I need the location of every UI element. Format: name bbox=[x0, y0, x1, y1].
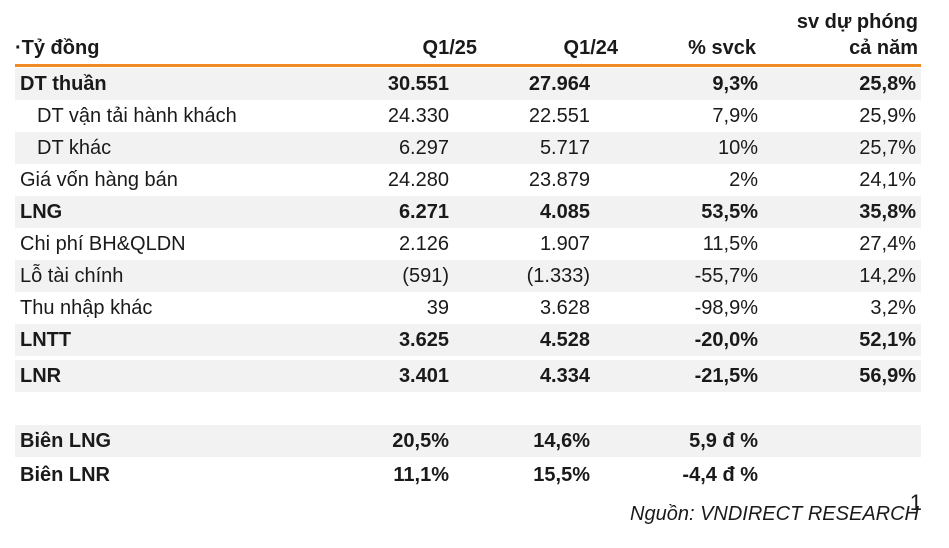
row-label: LNTT bbox=[20, 329, 72, 351]
cell-q1-25: 6.271 bbox=[398, 201, 449, 223]
cell-yoy: 9,3% bbox=[712, 73, 758, 95]
cell-yoy: -4,4 đ % bbox=[682, 464, 758, 486]
cell-fy: 24,1% bbox=[859, 169, 916, 191]
cell-q1-25: 11,1% bbox=[393, 464, 449, 486]
cell-yoy: -21,5% bbox=[694, 365, 758, 387]
table-row: DT vận tải hành khách 24.330 22.551 7,9%… bbox=[15, 100, 921, 132]
row-label: Chi phí BH&QLDN bbox=[20, 233, 186, 255]
row-label: LNG bbox=[20, 201, 63, 223]
cell-q1-24: 27.964 bbox=[528, 73, 590, 95]
table-row: Biên LNG 20,5% 14,6% 5,9 đ % bbox=[15, 425, 921, 457]
cell-q1-25: 2.126 bbox=[398, 233, 449, 255]
cell-yoy: 10% bbox=[717, 137, 758, 159]
cell-q1-24: 4.085 bbox=[539, 201, 590, 223]
cell-fy: 52,1% bbox=[859, 329, 916, 351]
table-row: Biên LNR 11,1% 15,5% -4,4 đ % bbox=[15, 459, 921, 491]
column-header-yoy: % svck bbox=[688, 37, 756, 59]
cell-q1-25: 3.401 bbox=[398, 365, 449, 387]
cell-fy: 25,7% bbox=[859, 137, 916, 159]
cell-fy: 56,9% bbox=[859, 365, 916, 387]
cell-fy: 25,9% bbox=[859, 105, 916, 127]
cell-q1-25: 6.297 bbox=[398, 137, 449, 159]
cell-q1-25: 24.280 bbox=[387, 169, 449, 191]
cell-q1-24: 4.528 bbox=[539, 329, 590, 351]
row-label: Lỗ tài chính bbox=[20, 265, 124, 287]
table-row: Lỗ tài chính (591) (1.333) -55,7% 14,2% bbox=[15, 260, 921, 292]
column-header-fy-line2: cả năm bbox=[849, 37, 918, 59]
cell-q1-24: 23.879 bbox=[528, 169, 590, 191]
table-row: LNTT 3.625 4.528 -20,0% 52,1% bbox=[15, 324, 921, 356]
table-row: Chi phí BH&QLDN 2.126 1.907 11,5% 27,4% bbox=[15, 228, 921, 260]
cell-yoy: 7,9% bbox=[712, 105, 758, 127]
cell-q1-25: 24.330 bbox=[387, 105, 449, 127]
cell-yoy: 11,5% bbox=[702, 233, 758, 255]
page-number: 1 bbox=[909, 490, 922, 515]
cell-fy: 25,8% bbox=[859, 73, 916, 95]
cell-yoy: -98,9% bbox=[694, 297, 758, 319]
cell-q1-24: 15,5% bbox=[533, 464, 590, 486]
cell-yoy: 5,9 đ % bbox=[689, 430, 758, 452]
table-row: LNR 3.401 4.334 -21,5% 56,9% bbox=[15, 360, 921, 392]
row-label: DT khác bbox=[37, 137, 112, 159]
row-label: Thu nhập khác bbox=[20, 297, 153, 319]
header-rule bbox=[15, 64, 921, 67]
cell-q1-25: 20,5% bbox=[392, 430, 449, 452]
cell-fy: 14,2% bbox=[859, 265, 916, 287]
cell-yoy: -55,7% bbox=[694, 265, 758, 287]
cell-q1-24: 1.907 bbox=[539, 233, 590, 255]
cell-q1-24: (1.333) bbox=[526, 265, 590, 287]
row-label: DT vận tải hành khách bbox=[37, 105, 237, 127]
cell-q1-25: (591) bbox=[402, 265, 449, 287]
unit-label: ·Tỷ đồng bbox=[15, 37, 100, 59]
table-row: LNG 6.271 4.085 53,5% 35,8% bbox=[15, 196, 921, 228]
cell-q1-24: 3.628 bbox=[539, 297, 590, 319]
cell-yoy: -20,0% bbox=[694, 329, 758, 351]
cell-fy: 3,2% bbox=[870, 297, 916, 319]
cell-q1-25: 3.625 bbox=[398, 329, 449, 351]
source-note: Nguồn: VNDIRECT RESEARCH bbox=[630, 503, 919, 525]
row-label: Biên LNG bbox=[20, 430, 112, 452]
row-label: Giá vốn hàng bán bbox=[20, 169, 178, 191]
cell-yoy: 2% bbox=[729, 169, 758, 191]
cell-fy: 27,4% bbox=[859, 233, 916, 255]
cell-yoy: 53,5% bbox=[701, 201, 758, 223]
table-row: Giá vốn hàng bán 24.280 23.879 2% 24,1% bbox=[15, 164, 921, 196]
column-header-q1-25: Q1/25 bbox=[422, 37, 477, 59]
column-header-fy-line1: sv dự phóng bbox=[796, 11, 918, 33]
cell-q1-24: 5.717 bbox=[539, 137, 590, 159]
row-label: Biên LNR bbox=[20, 464, 110, 486]
table-row: Thu nhập khác 39 3.628 -98,9% 3,2% bbox=[15, 292, 921, 324]
row-label: DT thuần bbox=[20, 73, 107, 95]
cell-q1-25: 30.551 bbox=[387, 73, 449, 95]
row-label: LNR bbox=[20, 365, 62, 387]
column-header-q1-24: Q1/24 bbox=[563, 37, 618, 59]
table-row: DT khác 6.297 5.717 10% 25,7% bbox=[15, 132, 921, 164]
cell-q1-24: 22.551 bbox=[528, 105, 590, 127]
cell-q1-24: 14,6% bbox=[533, 430, 590, 452]
cell-fy: 35,8% bbox=[859, 201, 916, 223]
table-row: DT thuần 30.551 27.964 9,3% 25,8% bbox=[15, 68, 921, 100]
cell-q1-25: 39 bbox=[426, 297, 449, 319]
cell-q1-24: 4.334 bbox=[539, 365, 590, 387]
